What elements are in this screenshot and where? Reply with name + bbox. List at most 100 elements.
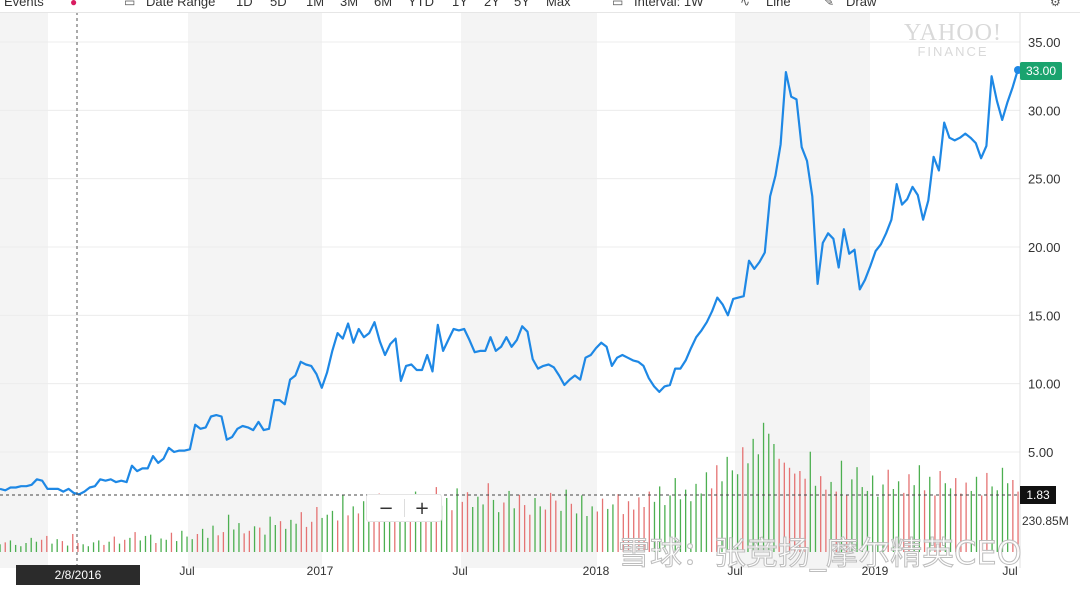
events-button[interactable]: Events — [4, 0, 44, 9]
volume-bar — [570, 503, 573, 552]
x-axis-ticks: Jul 2017 Jul 2018 Jul 2019 Jul — [179, 564, 1017, 578]
crosshair-value-label: 1.83 — [1020, 486, 1056, 504]
volume-bar — [903, 492, 905, 552]
volume-bar — [638, 497, 640, 552]
draw-button[interactable]: Draw — [846, 0, 877, 9]
volume-bar — [762, 422, 765, 552]
range-2y[interactable]: 2Y — [484, 0, 500, 9]
volume-bar — [944, 483, 946, 552]
volume-bar — [92, 542, 95, 552]
volume-bar — [274, 525, 276, 552]
range-3m[interactable]: 3M — [340, 0, 359, 9]
volume-bar — [627, 501, 630, 552]
volume-bar — [648, 491, 650, 552]
y-tick-label: 10.00 — [1028, 377, 1061, 392]
volume-bar — [212, 525, 214, 552]
volume-bar — [934, 495, 936, 552]
volume-bar — [61, 541, 64, 552]
volume-bar — [866, 490, 869, 552]
zoom-in-button[interactable]: + — [407, 497, 437, 519]
volume-bar — [425, 496, 427, 552]
volume-bar — [35, 541, 38, 552]
volume-bar — [399, 499, 401, 552]
volume-bar — [882, 484, 884, 552]
volume-bar — [451, 510, 453, 552]
range-5y[interactable]: 5Y — [514, 0, 530, 9]
volume-bar — [534, 498, 536, 552]
volume-bar — [9, 540, 12, 552]
volume-bar — [175, 541, 178, 552]
volume-bar — [331, 510, 334, 552]
chart-type-button[interactable]: Line — [766, 0, 791, 9]
range-1m[interactable]: 1M — [306, 0, 325, 9]
volume-bar — [155, 543, 157, 552]
volume-bar — [352, 506, 354, 552]
volume-bar — [482, 504, 484, 552]
volume-bar — [134, 532, 136, 552]
volume-bar — [897, 481, 900, 552]
volume-bar — [581, 495, 583, 552]
volume-bar — [446, 498, 448, 552]
volume-bar — [783, 462, 785, 552]
volume-bar — [160, 538, 162, 552]
volume-bar — [970, 490, 972, 552]
volume-bar — [679, 499, 682, 552]
y-tick-label: 35.00 — [1028, 35, 1061, 50]
volume-bar — [373, 509, 375, 552]
volume-bar — [233, 529, 235, 552]
volume-bar — [98, 540, 100, 552]
volume-bar — [243, 533, 245, 552]
volume-bar — [794, 473, 796, 552]
volume-bar — [51, 543, 53, 552]
date-range-button[interactable]: Date Range — [146, 0, 216, 9]
volume-bar — [108, 541, 110, 552]
y-tick-label: 20.00 — [1028, 240, 1061, 255]
volume-bar — [929, 476, 931, 552]
range-1d[interactable]: 1D — [236, 0, 253, 9]
volume-bar — [586, 516, 588, 552]
volume-bar — [295, 523, 297, 552]
watermark-main: YAHOO! — [904, 20, 1002, 46]
volume-bar — [196, 534, 199, 552]
volume-bar — [300, 512, 302, 552]
volume-bar — [913, 485, 915, 552]
volume-bar — [549, 492, 552, 552]
interval-button[interactable]: Interval: 1W — [634, 0, 704, 9]
volume-bar — [674, 478, 676, 552]
volume-bar — [227, 514, 230, 552]
volume-bar — [118, 543, 121, 552]
range-max[interactable]: Max — [546, 0, 571, 9]
volume-bar — [918, 465, 921, 552]
volume-bar — [721, 481, 723, 552]
volume-label: 230.85M — [1022, 514, 1069, 528]
volume-bar — [316, 507, 318, 552]
period-bands — [0, 12, 870, 568]
volume-bar — [46, 535, 48, 552]
range-1y[interactable]: 1Y — [452, 0, 468, 9]
volume-bar — [394, 514, 396, 552]
volume-bar — [575, 513, 578, 552]
volume-bar — [705, 472, 708, 552]
volume-bar — [560, 510, 562, 552]
volume-bar — [518, 494, 521, 552]
volume-bar — [357, 513, 360, 552]
range-ytd[interactable]: YTD — [408, 0, 434, 9]
volume-bar — [513, 508, 515, 552]
volume-bar — [4, 542, 6, 552]
volume-bar — [544, 509, 547, 552]
range-6m[interactable]: 6M — [374, 0, 393, 9]
volume-bar — [596, 511, 598, 552]
crosshair-date-label: 2/8/2016 — [16, 565, 140, 585]
y-tick-label: 25.00 — [1028, 172, 1061, 187]
volume-bar — [871, 475, 874, 552]
volume-bar — [809, 451, 811, 552]
period-band — [735, 12, 870, 568]
volume-bar — [851, 479, 853, 552]
volume-bar — [420, 508, 422, 552]
range-5d[interactable]: 5D — [270, 0, 287, 9]
zoom-out-button[interactable]: − — [371, 497, 401, 519]
settings-icon[interactable]: ⚙ — [1050, 0, 1061, 9]
x-tick-label: Jul — [1002, 564, 1017, 578]
volume-bar — [503, 502, 505, 552]
